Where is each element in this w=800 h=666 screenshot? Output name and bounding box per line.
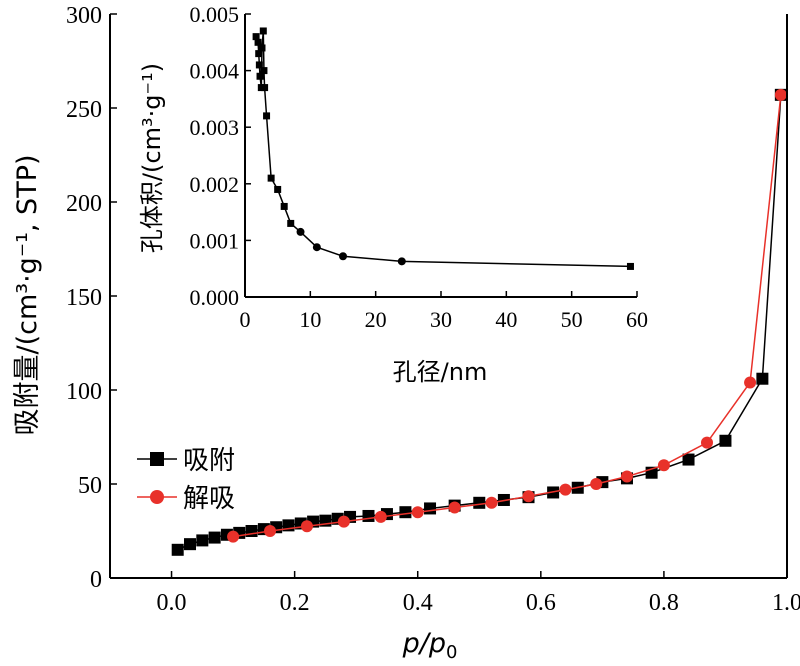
inset-point <box>255 50 263 58</box>
legend: 吸附 解吸 <box>137 446 235 514</box>
desorption-point <box>559 483 572 496</box>
adsorption-point <box>362 509 375 522</box>
adsorption-point <box>682 453 695 466</box>
main-y-tick-label: 150 <box>66 285 102 311</box>
adsorption-point <box>184 538 197 551</box>
inset-series-line-0 <box>255 30 631 268</box>
desorption-point <box>300 520 313 533</box>
main-x-tick-label: 0.2 <box>280 590 310 616</box>
inset-point <box>260 67 268 75</box>
inset-plot: 0 10 20 30 40 50 60 0.000 0.001 0.002 0.003 0.004 0.… <box>190 2 649 332</box>
desorption-point <box>522 490 535 503</box>
inset-x-tick-label: 50 <box>561 307 583 332</box>
inset-x-tick-label: 10 <box>299 307 321 332</box>
legend-marker-desorption <box>150 490 164 504</box>
main-y-tick-label: 100 <box>66 379 102 405</box>
desorption-point <box>620 470 633 483</box>
adsorption-point <box>756 372 769 385</box>
main-y-tick-label: 50 <box>78 473 102 499</box>
inset-series-layer <box>252 27 634 270</box>
inset-y-axis-title: 孔体积/(cm³·g⁻¹) <box>138 63 166 253</box>
main-y-tick-label: 250 <box>66 97 102 123</box>
inset-point <box>259 27 267 35</box>
inset-x-axis-title: 孔径/nm <box>393 358 488 386</box>
legend-marker-adsorption <box>150 452 164 466</box>
adsorption-point <box>424 502 437 515</box>
adsorption-point <box>473 496 486 509</box>
inset-y-tick-label: 0.001 <box>190 228 240 253</box>
main-x-tick-label: 1.0 <box>772 590 800 616</box>
inset-point <box>252 33 260 41</box>
inset-point <box>296 227 305 236</box>
desorption-point <box>337 515 350 528</box>
desorption-point <box>411 506 424 519</box>
desorption-point <box>590 478 603 490</box>
main-x-axis-title: p/p0 <box>402 628 458 663</box>
main-y-tick-label: 0 <box>90 567 102 593</box>
inset-point <box>280 202 288 210</box>
adsorption-point <box>208 531 221 544</box>
main-x-axis-title-sub: 0 <box>446 642 457 663</box>
inset-x-tick-label: 60 <box>626 307 648 332</box>
main-x-axis-title-p: p <box>402 628 420 659</box>
legend-label-desorption: 解吸 <box>183 484 235 514</box>
desorption-point <box>774 88 787 101</box>
inset-point <box>339 252 347 261</box>
inset-y-tick-label: 0.002 <box>190 172 240 197</box>
inset-point <box>397 257 406 266</box>
main-x-axis-title-p0: p <box>428 628 446 659</box>
main-series-line-0 <box>177 94 782 551</box>
inset-y-tick-label: 0.005 <box>190 2 240 27</box>
main-y-axis-title: 吸附量/(cm³·g⁻¹, STP) <box>12 154 43 435</box>
desorption-point <box>374 510 387 523</box>
inset-y-tick-label: 0.003 <box>190 115 240 140</box>
inset-point <box>261 84 269 92</box>
desorption-point <box>448 501 461 514</box>
inset-point <box>256 72 264 80</box>
adsorption-point <box>399 506 412 519</box>
legend-label-adsorption: 吸附 <box>183 446 235 476</box>
inset-x-tick-label: 20 <box>365 307 387 332</box>
main-series-layer <box>171 88 787 556</box>
main-x-tick-label: 0.6 <box>526 590 556 616</box>
inset-x-tick-label: 40 <box>495 307 517 332</box>
desorption-point <box>657 459 670 472</box>
main-series-line-1 <box>232 94 782 538</box>
main-x-axis-title-slash: / <box>418 628 432 659</box>
inset-y-tick-label: 0.004 <box>190 59 240 84</box>
inset-point <box>254 38 262 46</box>
main-y-tick-label: 200 <box>66 191 102 217</box>
inset-x-tick-label: 30 <box>430 307 452 332</box>
adsorption-point <box>171 543 184 556</box>
inset-axis-ticks <box>244 13 638 298</box>
main-x-tick-label: 0.0 <box>157 590 187 616</box>
inset-point <box>312 243 321 252</box>
desorption-point <box>744 376 757 389</box>
inset-y-tick-label: 0.000 <box>190 285 240 310</box>
main-y-tick-label: 300 <box>66 3 102 29</box>
inset-point <box>274 185 282 193</box>
inset-x-tick-label: 0 <box>240 307 251 332</box>
inset-point <box>287 219 295 227</box>
inset-point <box>626 262 634 270</box>
inset-point <box>263 112 271 120</box>
desorption-point <box>700 436 713 449</box>
adsorption-point <box>196 534 209 547</box>
desorption-point <box>264 525 277 537</box>
desorption-point <box>227 530 240 543</box>
desorption-point <box>485 496 498 509</box>
main-x-tick-label: 0.8 <box>649 590 679 616</box>
inset-point <box>258 44 266 52</box>
adsorption-point <box>380 508 393 521</box>
inset-tick-labels: 0 10 20 30 40 50 60 0.000 0.001 0.002 0.003 0.004 0.… <box>190 2 649 332</box>
adsorption-point <box>719 434 732 447</box>
inset-point <box>255 61 263 69</box>
main-x-tick-label: 0.4 <box>403 590 433 616</box>
inset-point <box>267 174 275 182</box>
